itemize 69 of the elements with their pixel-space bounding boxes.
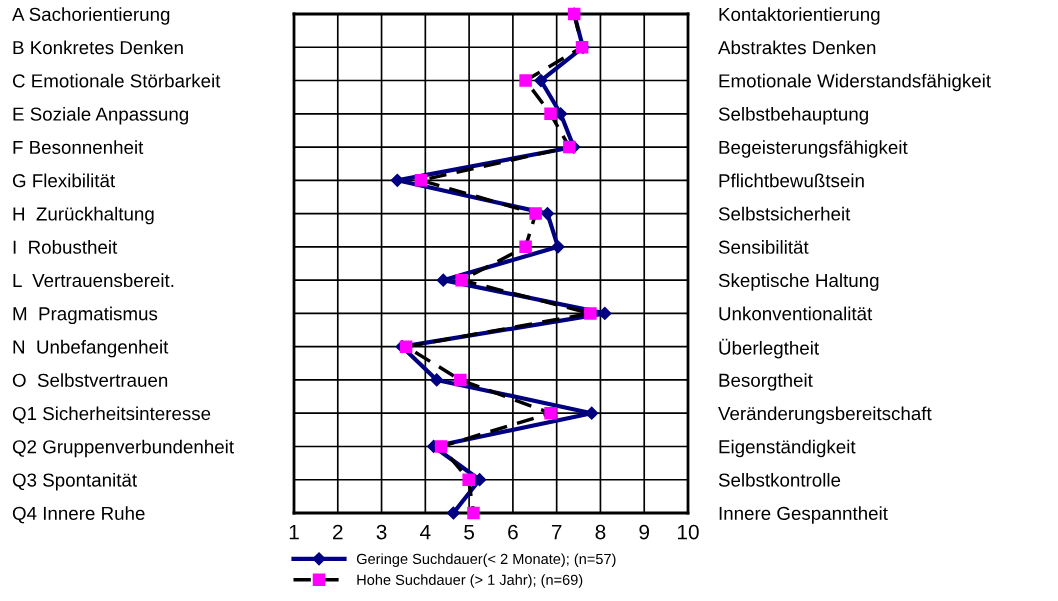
x-tick-label: 8 [595, 524, 606, 540]
point [540, 207, 555, 221]
y2-tick-label: Veränderungsbereitschaft [718, 406, 932, 424]
y2-tick-label: Selbstkontrolle [718, 472, 841, 487]
x-tick-label: 7 [551, 524, 562, 540]
x-tick-label: 3 [376, 524, 387, 540]
point [544, 406, 557, 420]
y2-tick-label: Innere Gespanntheit [719, 506, 888, 524]
point [462, 473, 475, 486]
point [563, 140, 576, 154]
point [544, 107, 557, 121]
x-tick-label: 5 [464, 524, 475, 540]
point [467, 506, 480, 520]
y2-tick-label: Skeptische Haltung [718, 273, 879, 291]
x-tick-label: 6 [508, 524, 518, 540]
y-tick-label: A Sachorientierung [12, 7, 170, 25]
y-tick-label: H Zurückhaltung [13, 206, 154, 225]
x-tick-label: 9 [639, 524, 650, 540]
point [414, 174, 428, 187]
point [399, 340, 413, 353]
y2-tick-label: Überlegtheit [719, 338, 819, 359]
y-tick-label: N Unbefangenheit [13, 339, 169, 358]
y2-tick-label: Abstraktes Denken [718, 40, 876, 55]
point [446, 506, 460, 520]
point [436, 273, 450, 287]
y-tick-label: C Emotionale Störbarkeit [12, 73, 221, 88]
point [390, 173, 404, 187]
y2-tick-label: Eigenständigkeit [719, 439, 856, 458]
point [598, 306, 612, 320]
legend-label: Geringe Suchdauer(< 2 Monate); (n=57) [356, 553, 616, 567]
y2-tick-label: Sensibilität [718, 240, 809, 254]
point [554, 107, 568, 121]
point [584, 307, 597, 320]
y-tick-label: Q3 Spontanität [12, 472, 137, 491]
y-tick-label: I Robustheit [13, 240, 118, 254]
y2-tick-label: Unkonventionalität [719, 306, 873, 321]
point [455, 273, 468, 287]
y2-tick-label: Kontaktorientierung [719, 7, 880, 25]
point [534, 73, 548, 88]
y-tick-label: L Vertrauensbereit. [13, 273, 174, 288]
legend-label: Hohe Suchdauer (> 1 Jahr); (n=69) [357, 574, 583, 588]
point [551, 240, 565, 254]
point [529, 207, 542, 220]
y-tick-label: F Besonnenheit [13, 140, 144, 155]
x-tick-label: 2 [333, 524, 343, 540]
y-tick-label: E Soziale Anpassung [13, 107, 188, 125]
y2-tick-label: Selbstbehauptung [718, 107, 868, 125]
y-tick-label: G Flexibilität [12, 173, 116, 188]
point [519, 240, 532, 254]
y-tick-label: B Konkretes Denken [13, 40, 183, 55]
point [434, 440, 448, 453]
y2-tick-label: Selbstsicherheit [718, 206, 851, 221]
y-tick-label: Q2 Gruppenverbundenheit [12, 439, 234, 458]
y-tick-label: M Pragmatismus [13, 306, 158, 325]
y-tick-label: O Selbstvertrauen [12, 373, 168, 387]
point [430, 373, 444, 387]
y2-tick-label: Besorgtheit [719, 373, 813, 391]
y2-tick-label: Begeisterungsfähigkeit [719, 140, 908, 158]
point [519, 74, 532, 87]
y2-tick-label: Pflichtbewußtsein [719, 173, 864, 188]
x-tick-label: 4 [420, 524, 431, 540]
x-tick-label: 10 [678, 524, 699, 540]
point [473, 473, 487, 487]
y-tick-label: Q1 Sicherheitsinteresse [12, 406, 211, 424]
y-tick-label: Q4 Innere Ruhe [12, 506, 145, 524]
y2-tick-label: Emotionale Widerstandsfähigkeit [719, 73, 991, 92]
point [585, 406, 599, 420]
x-tick-label: 1 [289, 524, 299, 540]
point [454, 373, 467, 387]
